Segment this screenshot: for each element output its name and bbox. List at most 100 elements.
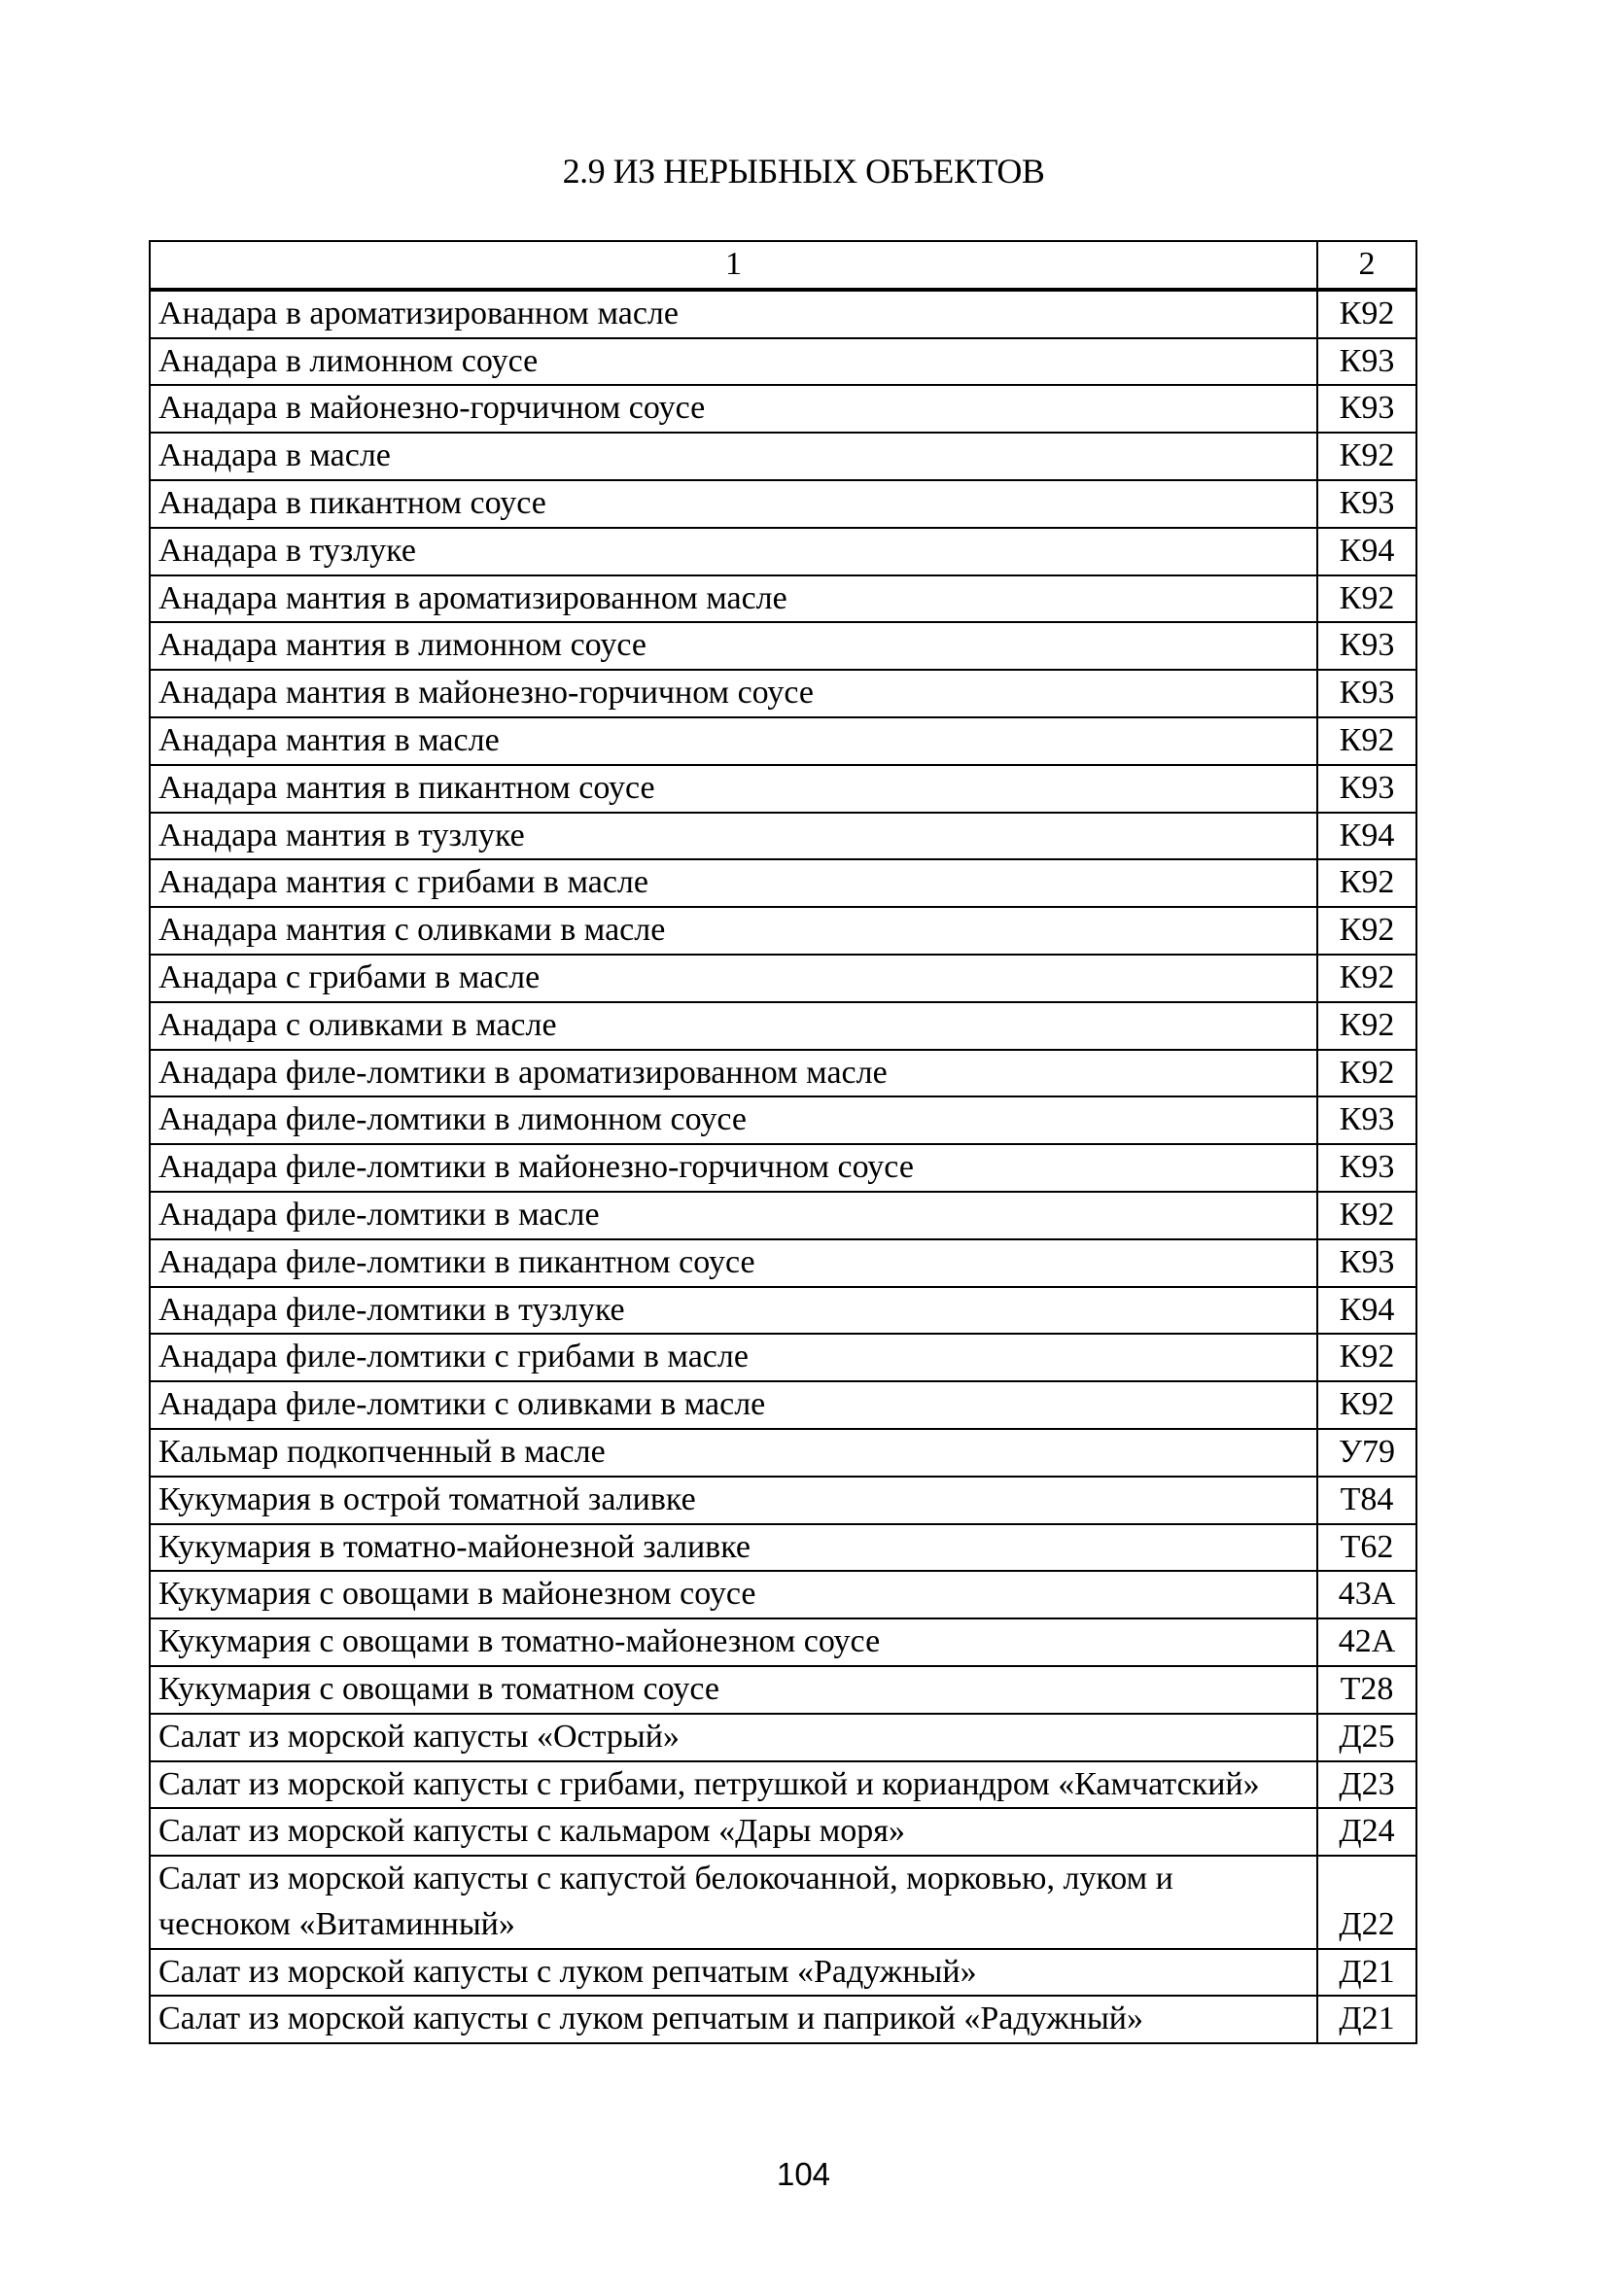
table-row: Анадара в ароматизированном масле К92 <box>149 288 1417 339</box>
product-name-cell: Анадара в тузлуке <box>149 526 1318 576</box>
table-row: Кукумария с овощами в томатном соусе Т28 <box>149 1664 1417 1715</box>
product-name-cell: Анадара мантия с грибами в масле <box>149 858 1318 909</box>
table-row: Анадара в лимонном соусе К93 <box>149 336 1417 387</box>
page-number: 104 <box>776 2156 831 2192</box>
table-row: Анадара с оливками в масле К92 <box>149 1000 1417 1051</box>
code-cell: К92 <box>1316 574 1417 624</box>
code-cell: К92 <box>1316 858 1417 909</box>
code-cell: Д23 <box>1316 1759 1417 1810</box>
code-cell: Д24 <box>1316 1807 1417 1858</box>
product-name-cell: Анадара мантия в майонезно-горчичном соу… <box>149 669 1318 718</box>
product-name-cell: Кукумария в томатно-майонезной заливке <box>149 1522 1318 1573</box>
product-name-cell: Кукумария с овощами в томатно-майонезном… <box>149 1618 1318 1667</box>
table-row: Анадара мантия в ароматизированном масле… <box>149 574 1417 624</box>
table-row: Салат из морской капусты с кальмаром «Да… <box>149 1807 1417 1858</box>
code-cell: К93 <box>1316 1096 1417 1146</box>
code-cell: К92 <box>1316 906 1417 956</box>
product-name-cell: Анадара филе-ломтики в лимонном соусе <box>149 1096 1318 1146</box>
code-cell: К92 <box>1316 1380 1417 1430</box>
table-row: Анадара в тузлуке К94 <box>149 526 1417 576</box>
table-row: Кукумария в томатно-майонезной заливке Т6… <box>149 1522 1417 1573</box>
code-cell: К92 <box>1316 1190 1417 1240</box>
code-cell: К92 <box>1316 288 1417 339</box>
code-cell: К93 <box>1316 336 1417 387</box>
code-cell: Д21 <box>1316 1947 1417 1998</box>
product-name-cell: Салат из морской капусты с кальмаром «Да… <box>149 1807 1318 1858</box>
table-row: Анадара филе-ломтики с грибами в масле К9… <box>149 1333 1417 1383</box>
code-cell: К93 <box>1316 669 1417 718</box>
table-row: Анадара филе-ломтики в майонезно-горчичн… <box>149 1143 1417 1193</box>
product-name-cell: Кукумария в острой томатной заливке <box>149 1475 1318 1525</box>
table-row: Анадара филе-ломтики в ароматизированном… <box>149 1048 1417 1098</box>
header-col-2: 2 <box>1316 240 1417 292</box>
code-cell: К92 <box>1316 432 1417 481</box>
code-cell: К93 <box>1316 763 1417 814</box>
table-row: Анадара мантия в майонезно-горчичном соу… <box>149 669 1417 718</box>
product-name-cell: Анадара с грибами в масле <box>149 953 1318 1003</box>
code-cell: К94 <box>1316 526 1417 576</box>
table-row: Анадара мантия в лимонном соусе К93 <box>149 621 1417 672</box>
product-name-cell: Анадара филе-ломтики с грибами в масле <box>149 1333 1318 1383</box>
code-cell: Д25 <box>1316 1712 1417 1762</box>
product-name-cell: Анадара филе-ломтики в ароматизированном… <box>149 1048 1318 1098</box>
product-name-cell: Анадара мантия в ароматизированном масле <box>149 574 1318 624</box>
table-row: Анадара в майонезно-горчичном соусе К93 <box>149 384 1417 435</box>
product-name-cell: Кукумария с овощами в томатном соусе <box>149 1664 1318 1715</box>
product-name-cell: Анадара мантия с оливками в масле <box>149 906 1318 956</box>
code-cell: К92 <box>1316 1000 1417 1051</box>
product-name-cell: Анадара филе-ломтики с оливками в масле <box>149 1380 1318 1430</box>
product-name-cell: Кукумария с овощами в майонезном соусе <box>149 1570 1318 1620</box>
product-name-cell: Кальмар подкопченный в масле <box>149 1427 1318 1478</box>
code-cell: К94 <box>1316 1285 1417 1336</box>
product-name-cell: Анадара в майонезно-горчичном соусе <box>149 384 1318 435</box>
code-cell: Т84 <box>1316 1475 1417 1525</box>
product-name-cell: Анадара филе-ломтики в майонезно-горчичн… <box>149 1143 1318 1193</box>
table-row: Салат из морской капусты с грибами, петр… <box>149 1759 1417 1810</box>
product-name-cell: Анадара филе-ломтики в пикантном соусе <box>149 1237 1318 1288</box>
product-name-cell: Анадара в масле <box>149 432 1318 481</box>
table-row: Салат из морской капусты с капустой бело… <box>149 1855 1417 1950</box>
product-name-cell: Анадара филе-ломтики в масле <box>149 1190 1318 1240</box>
table-header-row: 1 2 <box>149 240 1417 292</box>
product-name-cell: Анадара мантия в масле <box>149 715 1318 766</box>
table-row: Анадара мантия в масле К92 <box>149 715 1417 766</box>
table-row: Анадара мантия в тузлуке К94 <box>149 811 1417 861</box>
code-cell: К93 <box>1316 621 1417 672</box>
code-cell: 42А <box>1316 1618 1417 1667</box>
code-cell: К93 <box>1316 384 1417 435</box>
table-row: Анадара мантия в пикантном соусе К93 <box>149 763 1417 814</box>
code-cell: 43А <box>1316 1570 1417 1620</box>
product-name-cell: Анадара в пикантном соусе <box>149 478 1318 529</box>
table-row: Кальмар подкопченный в масле У79 <box>149 1427 1417 1478</box>
table-row: Салат из морской капусты с луком репчаты… <box>149 1995 1417 2045</box>
code-cell: У79 <box>1316 1427 1417 1478</box>
product-name-cell: Анадара в ароматизированном масле <box>149 288 1318 339</box>
table-row: Кукумария с овощами в томатно-майонезном… <box>149 1618 1417 1667</box>
code-cell: Д22 <box>1316 1855 1417 1950</box>
table-row: Анадара в масле К92 <box>149 432 1417 481</box>
code-cell: К92 <box>1316 1333 1417 1383</box>
product-name-cell: Салат из морской капусты с луком репчаты… <box>149 1947 1318 1998</box>
table-row: Анадара филе-ломтики в пикантном соусе К9… <box>149 1237 1417 1288</box>
code-cell: К94 <box>1316 811 1417 861</box>
product-name-cell: Салат из морской капусты «Острый» <box>149 1712 1318 1762</box>
table-row: Анадара мантия с оливками в масле К92 <box>149 906 1417 956</box>
code-cell: К92 <box>1316 1048 1417 1098</box>
section-title: 2.9 ИЗ НЕРЫБНЫХ ОБЪЕКТОВ <box>562 152 1045 191</box>
product-name-cell: Анадара в лимонном соусе <box>149 336 1318 387</box>
table-row: Анадара филе-ломтики в тузлуке К94 <box>149 1285 1417 1336</box>
code-cell: Д21 <box>1316 1995 1417 2045</box>
product-name-cell: Салат из морской капусты с капустой бело… <box>149 1855 1318 1950</box>
code-cell: К93 <box>1316 1237 1417 1288</box>
product-name-cell: Анадара с оливками в масле <box>149 1000 1318 1051</box>
table-row: Анадара филе-ломтики в масле К92 <box>149 1190 1417 1240</box>
code-cell: К93 <box>1316 478 1417 529</box>
table-row: Анадара мантия с грибами в масле К92 <box>149 858 1417 909</box>
code-cell: К92 <box>1316 953 1417 1003</box>
product-name-cell: Анадара мантия в тузлуке <box>149 811 1318 861</box>
product-code-table: 1 2 Анадара в ароматизированном масле К92… <box>149 240 1417 2045</box>
table-row: Анадара филе-ломтики в лимонном соусе К93 <box>149 1096 1417 1146</box>
product-name-cell: Анадара мантия в лимонном соусе <box>149 621 1318 672</box>
table-row: Анадара филе-ломтики с оливками в масле К… <box>149 1380 1417 1430</box>
product-name-cell: Салат из морской капусты с грибами, петр… <box>149 1759 1318 1810</box>
